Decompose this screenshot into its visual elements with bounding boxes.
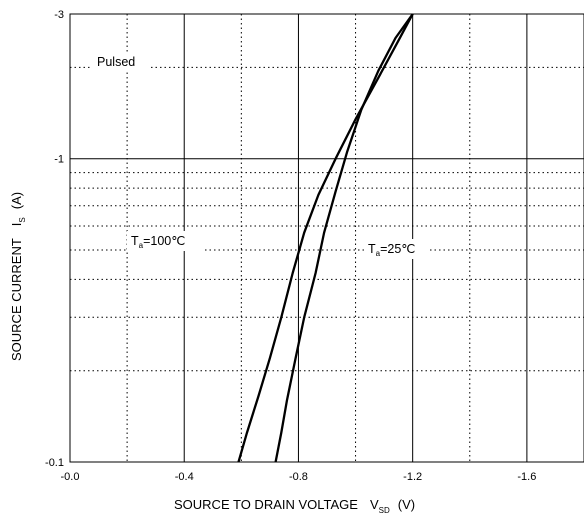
x-axis-unit: (V) [398, 497, 415, 512]
ta100-symbol: T [131, 234, 139, 248]
x-axis-label: SOURCE TO DRAIN VOLTAGE [174, 497, 358, 512]
ta100-label: Ta=100℃ [131, 234, 185, 250]
x-tick-label: -0.0 [61, 471, 80, 483]
y-axis-label: SOURCE CURRENT [9, 238, 24, 361]
x-axis-subscript: SD [379, 506, 390, 515]
pulsed-label: Pulsed [97, 55, 135, 69]
y-tick-label: -1 [54, 154, 64, 166]
ta100-value: =100℃ [143, 234, 185, 248]
x-axis-title: SOURCE TO DRAIN VOLTAGE VSD (V) [174, 497, 415, 515]
tick-labels: -0.0 -0.4 -0.8 -1.2 -1.6 -0.1 -1 -3 [45, 9, 536, 483]
ta25-label: Ta=25℃ [368, 242, 415, 258]
ta100-label-bg [127, 231, 205, 251]
series-line-1 [237, 13, 414, 463]
series-line-2 [274, 13, 414, 463]
x-tick-label: -1.6 [517, 471, 536, 483]
ta100-subscript: a [139, 241, 144, 250]
pulsed-label-bg [92, 52, 150, 70]
ta25-subscript: a [376, 249, 381, 258]
plot-frame [69, 13, 584, 463]
y-axis-subscript: S [18, 217, 27, 222]
ta25-label-bg [364, 239, 430, 259]
series-layer [237, 13, 414, 463]
y-axis-symbol: I [9, 223, 24, 227]
y-tick-label: -3 [54, 9, 64, 21]
x-tick-label: -0.4 [175, 471, 194, 483]
ta25-symbol: T [368, 242, 376, 256]
x-tick-label: -1.2 [403, 471, 422, 483]
y-tick-label: -0.1 [45, 457, 64, 469]
ta25-value: =25℃ [380, 242, 415, 256]
x-axis-symbol: V [370, 497, 379, 512]
x-tick-label: -0.8 [289, 471, 308, 483]
y-axis-unit: (A) [9, 192, 24, 209]
y-axis-title: SOURCE CURRENT IS (A) [9, 192, 27, 361]
